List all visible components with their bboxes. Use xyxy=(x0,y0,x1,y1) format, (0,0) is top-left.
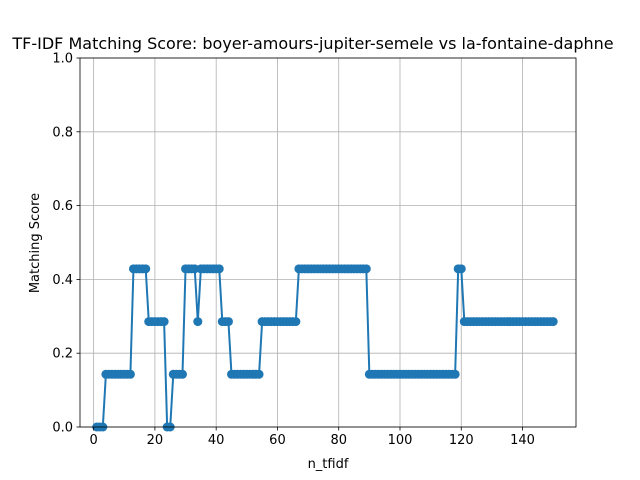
data-point xyxy=(125,369,135,379)
data-point xyxy=(361,264,371,274)
x-tick-label: 20 xyxy=(147,433,164,448)
x-tick-label: 140 xyxy=(510,433,535,448)
chart-title: TF-IDF Matching Score: boyer-amours-jupi… xyxy=(11,34,613,53)
data-point xyxy=(291,317,301,327)
y-tick-label: 1.0 xyxy=(52,52,73,67)
data-point xyxy=(254,369,264,379)
y-axis-label: Matching Score xyxy=(28,193,43,293)
data-point xyxy=(141,264,151,274)
x-tick-label: 40 xyxy=(208,433,225,448)
data-point xyxy=(193,317,203,327)
plot-frame xyxy=(79,57,577,428)
y-tick-label: 0.6 xyxy=(52,199,73,214)
data-point xyxy=(548,317,558,327)
data-point xyxy=(450,369,460,379)
x-axis-label: n_tfidf xyxy=(308,457,349,472)
x-tick-label: 60 xyxy=(269,433,286,448)
data-point xyxy=(456,264,466,274)
x-tick-label: 100 xyxy=(388,433,413,448)
x-tick-label: 80 xyxy=(330,433,347,448)
data-point xyxy=(223,317,233,327)
data-point xyxy=(177,369,187,379)
data-point xyxy=(159,317,169,327)
axis-ticks: 0 20 40 60 80 100 120 140 0.0 0.2 0.4 0.6 0.8 1.0 xyxy=(52,52,535,449)
series-layer xyxy=(92,264,558,432)
y-tick-label: 0.2 xyxy=(52,347,73,362)
y-tick-label: 0.0 xyxy=(52,421,73,436)
x-tick-label: 0 xyxy=(89,433,97,448)
y-tick-label: 0.4 xyxy=(52,273,73,288)
data-point xyxy=(214,264,224,274)
x-tick-label: 120 xyxy=(449,433,474,448)
y-tick-label: 0.8 xyxy=(52,125,73,140)
